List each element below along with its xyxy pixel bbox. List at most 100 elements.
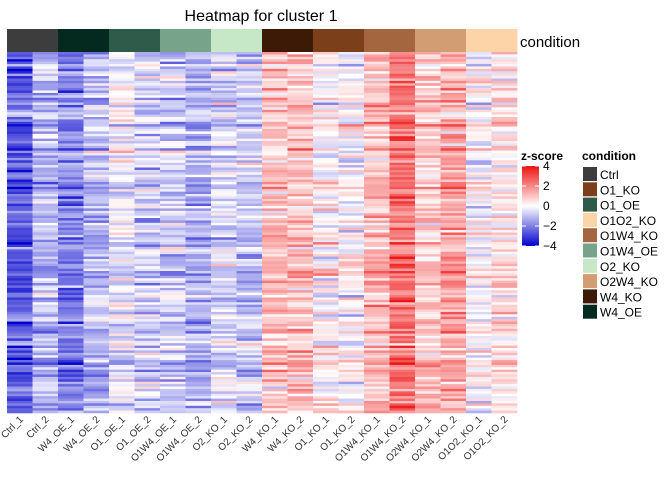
heatmap-cell <box>134 186 161 190</box>
heatmap-cell <box>211 314 237 318</box>
heatmap-cell <box>83 268 110 272</box>
heatmap-cell <box>185 114 212 118</box>
heatmap-cell <box>211 268 237 272</box>
heatmap-cell <box>211 360 237 363</box>
heatmap-cell <box>491 234 518 238</box>
heatmap-cell <box>7 145 33 149</box>
heatmap-cell <box>32 350 59 354</box>
heatmap-cell <box>389 148 416 151</box>
heatmap-cell <box>58 251 84 255</box>
heatmap-cell <box>415 88 441 91</box>
heatmap-cell <box>338 92 365 96</box>
heatmap-cell <box>109 76 135 79</box>
heatmap-cell <box>415 249 441 253</box>
heatmap-cell <box>338 398 365 402</box>
heatmap-cell <box>313 405 339 409</box>
heatmap-cell <box>466 249 492 253</box>
heatmap-cell <box>287 374 314 378</box>
heatmap-cell <box>287 244 314 248</box>
heatmap-cell <box>287 184 314 188</box>
condition-legend-label: W4_OE <box>600 306 642 320</box>
heatmap-cell <box>58 97 84 101</box>
heatmap-cell <box>83 357 110 361</box>
heatmap-cell <box>389 251 416 255</box>
heatmap-cell <box>7 133 33 137</box>
heatmap-cell <box>185 177 212 180</box>
heatmap-cell <box>134 129 161 132</box>
heatmap-cell <box>32 379 59 383</box>
heatmap-cell <box>338 126 365 130</box>
heatmap-cell <box>389 145 416 149</box>
heatmap-cell <box>236 153 263 156</box>
heatmap-cell <box>338 266 365 269</box>
heatmap-cell <box>109 174 135 178</box>
heatmap-cell <box>134 107 161 111</box>
heatmap-cell <box>134 278 161 281</box>
heatmap-cell <box>287 350 314 354</box>
heatmap-cell <box>262 97 288 101</box>
heatmap-cell <box>338 78 365 82</box>
heatmap-cell <box>58 268 84 272</box>
heatmap-cell <box>7 97 33 101</box>
heatmap-cell <box>236 80 263 84</box>
heatmap-cell <box>134 203 161 207</box>
heatmap-cell <box>364 364 390 368</box>
heatmap-cell <box>32 116 59 120</box>
heatmap-cell <box>185 85 212 89</box>
heatmap-cell <box>364 393 390 397</box>
heatmap-cell <box>338 133 365 137</box>
heatmap-cell <box>287 131 314 135</box>
heatmap-cell <box>364 355 390 358</box>
heatmap-cell <box>211 109 237 113</box>
heatmap-cell <box>415 193 441 197</box>
heatmap-cell <box>364 343 390 346</box>
heatmap-cell <box>287 309 314 313</box>
heatmap-cell <box>134 338 161 342</box>
heatmap-cell <box>236 126 263 130</box>
heatmap-cell <box>211 376 237 380</box>
heatmap-cell <box>466 393 492 397</box>
heatmap-cell <box>134 177 161 180</box>
heatmap-cell <box>440 398 467 402</box>
heatmap-cell <box>338 331 365 334</box>
heatmap-cell <box>440 133 467 137</box>
heatmap-cell <box>134 83 161 86</box>
heatmap-cell <box>313 258 339 262</box>
heatmap-cell <box>491 230 518 233</box>
heatmap-cell <box>287 61 314 65</box>
heatmap-cell <box>211 386 237 390</box>
heatmap-cell <box>440 71 467 74</box>
heatmap-cell <box>160 56 186 60</box>
heatmap-cell <box>262 360 288 363</box>
heatmap-cell <box>236 287 263 291</box>
heatmap-cell <box>491 278 518 281</box>
heatmap-cell <box>262 364 288 368</box>
heatmap-cell <box>415 177 441 180</box>
heatmap-cell <box>466 66 492 70</box>
heatmap-cell <box>32 157 59 161</box>
heatmap-cell <box>338 104 365 108</box>
heatmap-cell <box>160 85 186 89</box>
heatmap-cell <box>440 153 467 156</box>
heatmap-cell <box>389 177 416 180</box>
heatmap-cell <box>389 68 416 72</box>
heatmap-cell <box>185 201 212 204</box>
heatmap-cell <box>338 290 365 293</box>
heatmap-cell <box>7 348 33 351</box>
heatmap-cell <box>7 218 33 221</box>
heatmap-cell <box>134 232 161 236</box>
heatmap-cell <box>466 287 492 291</box>
heatmap-cell <box>364 410 390 414</box>
heatmap-cell <box>134 374 161 378</box>
heatmap-cell <box>83 116 110 120</box>
heatmap-cell <box>185 237 212 241</box>
heatmap-cell <box>7 271 33 274</box>
heatmap-cell <box>262 124 288 127</box>
heatmap-cell <box>185 119 212 123</box>
heatmap-cell <box>440 162 467 166</box>
heatmap-cell <box>83 73 110 77</box>
heatmap-cell <box>160 239 186 243</box>
heatmap-cell <box>262 376 288 380</box>
heatmap-cell <box>134 124 161 127</box>
heatmap-cell <box>58 369 84 373</box>
